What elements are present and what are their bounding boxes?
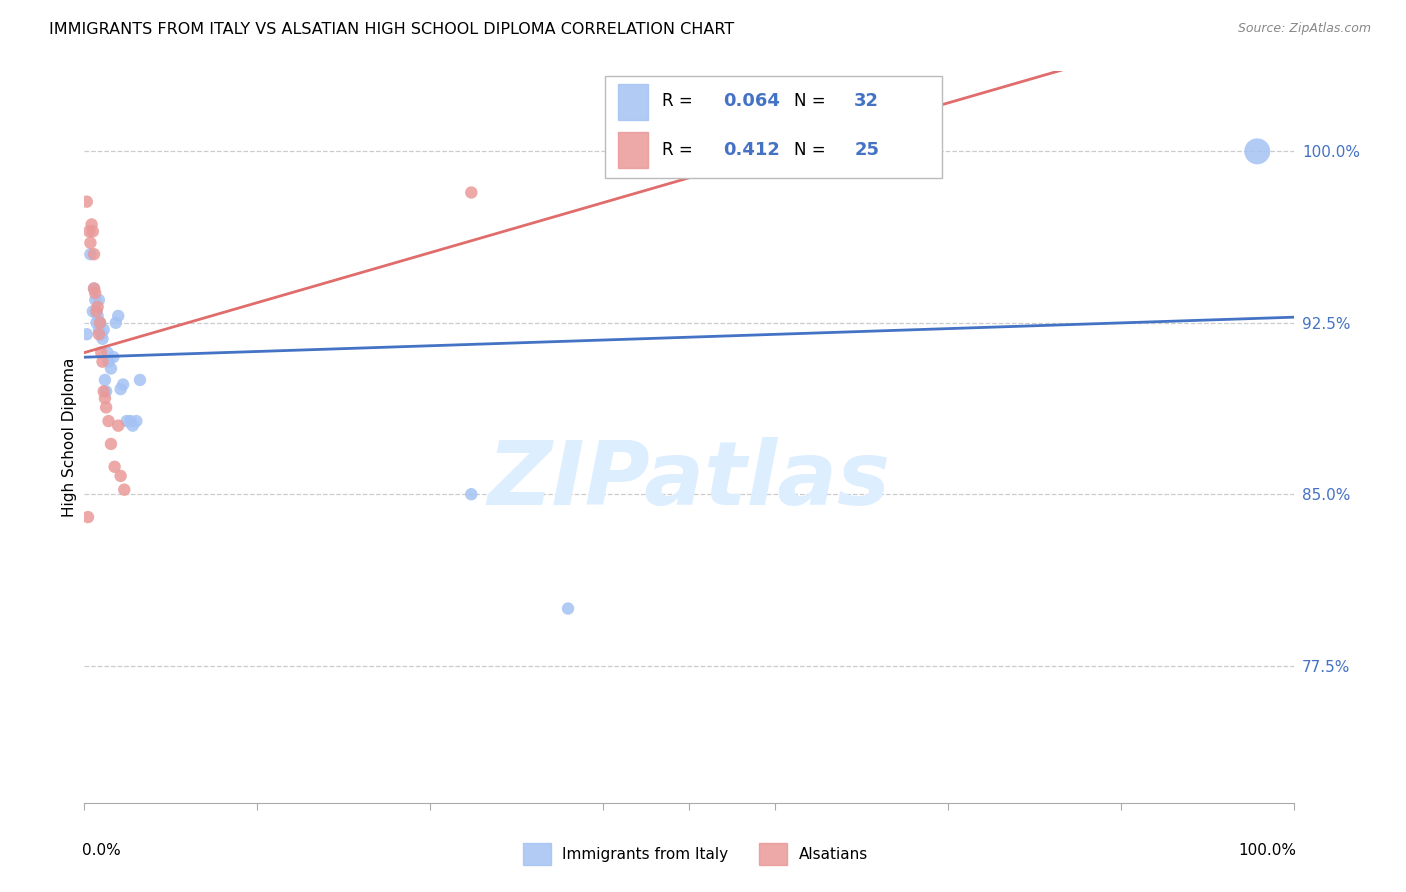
Point	[129, 373, 152, 387]
Bar	[523, 843, 551, 865]
Point	[86, 304, 108, 318]
Point	[103, 350, 125, 364]
Text: ZIPatlas: ZIPatlas	[488, 437, 890, 524]
Point	[94, 391, 117, 405]
Point	[79, 247, 101, 261]
Point	[93, 323, 115, 337]
Text: 0.412: 0.412	[723, 141, 779, 159]
Point	[90, 345, 112, 359]
Point	[82, 224, 104, 238]
Text: 32: 32	[855, 93, 879, 111]
Point	[104, 459, 127, 474]
Text: Immigrants from Italy: Immigrants from Italy	[562, 847, 728, 862]
Point	[557, 601, 579, 615]
Point	[83, 247, 105, 261]
Point	[96, 345, 118, 359]
Point	[76, 327, 98, 342]
Point	[83, 281, 105, 295]
Point	[100, 361, 122, 376]
Point	[90, 327, 112, 342]
Point	[76, 194, 98, 209]
Point	[94, 373, 117, 387]
FancyBboxPatch shape	[605, 76, 942, 178]
Bar	[619, 84, 648, 120]
Point	[110, 469, 132, 483]
Point	[1246, 145, 1268, 159]
Point	[112, 377, 135, 392]
Point	[97, 414, 120, 428]
Point	[84, 286, 107, 301]
Point	[94, 384, 117, 399]
Point	[87, 323, 110, 337]
Point	[86, 300, 108, 314]
Text: 0.064: 0.064	[723, 93, 779, 111]
Point	[77, 510, 100, 524]
Point	[112, 483, 135, 497]
Point	[110, 382, 132, 396]
Point	[100, 437, 122, 451]
Point	[94, 401, 117, 415]
Text: Source: ZipAtlas.com: Source: ZipAtlas.com	[1237, 22, 1371, 36]
Point	[121, 418, 143, 433]
Text: Alsatians: Alsatians	[799, 847, 868, 862]
Point	[86, 309, 108, 323]
Point	[115, 414, 138, 428]
Text: IMMIGRANTS FROM ITALY VS ALSATIAN HIGH SCHOOL DIPLOMA CORRELATION CHART: IMMIGRANTS FROM ITALY VS ALSATIAN HIGH S…	[49, 22, 734, 37]
Point	[107, 309, 129, 323]
Point	[97, 354, 120, 368]
Text: R =: R =	[662, 93, 697, 111]
Point	[93, 384, 115, 399]
Point	[86, 304, 108, 318]
Point	[83, 281, 105, 295]
Point	[84, 293, 107, 307]
Bar	[619, 132, 648, 168]
Point	[460, 186, 482, 200]
Text: 25: 25	[855, 141, 879, 159]
Point	[89, 316, 111, 330]
Point	[86, 316, 108, 330]
Point	[125, 414, 148, 428]
Point	[89, 316, 111, 330]
Point	[77, 224, 100, 238]
Point	[79, 235, 101, 250]
Point	[91, 332, 114, 346]
Point	[87, 293, 110, 307]
Point	[104, 316, 127, 330]
Text: 0.0%: 0.0%	[82, 843, 121, 858]
Point	[460, 487, 482, 501]
Point	[80, 218, 103, 232]
Point	[107, 418, 129, 433]
Bar	[759, 843, 787, 865]
Point	[87, 327, 110, 342]
Y-axis label: High School Diploma: High School Diploma	[62, 358, 77, 516]
Text: N =: N =	[793, 93, 831, 111]
Text: N =: N =	[793, 141, 831, 159]
Point	[82, 304, 104, 318]
Text: 100.0%: 100.0%	[1237, 843, 1296, 858]
Point	[120, 414, 142, 428]
Text: R =: R =	[662, 141, 697, 159]
Point	[91, 354, 114, 368]
